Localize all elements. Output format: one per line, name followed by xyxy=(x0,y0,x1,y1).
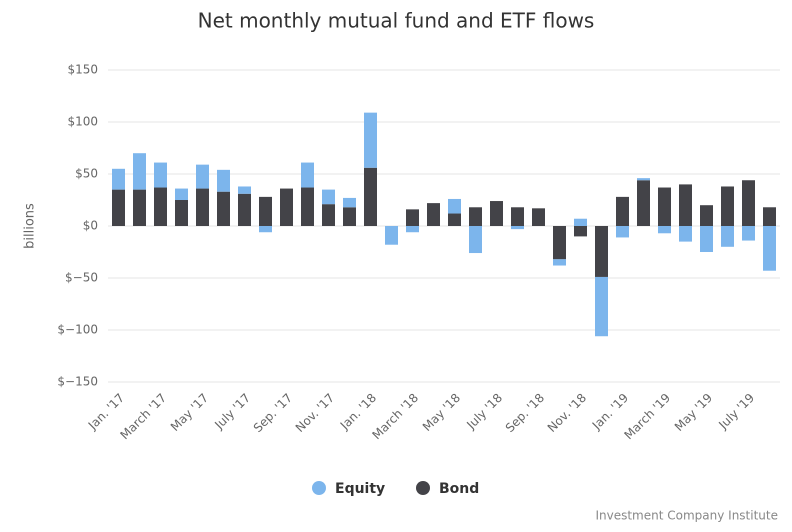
bar xyxy=(301,162,314,188)
bar xyxy=(112,189,125,226)
bar xyxy=(406,226,419,233)
bar xyxy=(238,186,251,194)
bar xyxy=(679,226,692,242)
y-tick-label: $150 xyxy=(67,63,98,77)
bar xyxy=(532,208,545,226)
bar xyxy=(700,205,713,226)
bar xyxy=(490,201,503,226)
x-tick-label: July '18 xyxy=(463,391,505,433)
bar xyxy=(427,203,440,226)
legend-label: Bond xyxy=(439,481,479,497)
x-tick-label: Sep. '17 xyxy=(251,391,295,435)
bar xyxy=(658,226,671,234)
bar xyxy=(658,187,671,226)
bar xyxy=(196,164,209,189)
bar xyxy=(553,259,566,266)
y-tick-label: $−150 xyxy=(57,375,98,389)
bar xyxy=(742,180,755,226)
x-tick-label: July '19 xyxy=(715,391,757,433)
bar xyxy=(133,153,146,190)
bar xyxy=(217,169,230,192)
x-tick-label: May '17 xyxy=(168,391,211,434)
bar xyxy=(574,226,587,237)
x-tick-label: May '19 xyxy=(672,391,715,434)
bar xyxy=(385,226,398,245)
bar xyxy=(238,193,251,226)
x-tick-label: Sep. '18 xyxy=(503,391,547,435)
bar xyxy=(133,189,146,226)
bar xyxy=(763,226,776,271)
bar xyxy=(553,226,566,260)
chart-title: Net monthly mutual fund and ETF flows xyxy=(198,9,595,33)
credit: Investment Company Institute xyxy=(595,509,778,523)
bar xyxy=(721,186,734,226)
bar xyxy=(154,187,167,226)
bar xyxy=(595,226,608,277)
bar xyxy=(364,112,377,168)
bar xyxy=(448,213,461,226)
y-tick-label: $0 xyxy=(83,219,98,233)
bar xyxy=(259,196,272,226)
bar xyxy=(322,189,335,205)
bar xyxy=(637,178,650,181)
x-tick-label: May '18 xyxy=(420,391,463,434)
y-tick-label: $100 xyxy=(67,115,98,129)
bar xyxy=(322,204,335,226)
bar xyxy=(511,207,524,226)
bar xyxy=(742,226,755,241)
x-tick-label: Nov. '17 xyxy=(293,391,337,435)
y-tick-label: $−100 xyxy=(57,323,98,337)
bar xyxy=(406,209,419,226)
bar xyxy=(280,188,293,226)
bar xyxy=(679,184,692,226)
x-tick-label: March '18 xyxy=(369,391,421,443)
x-tick-label: Nov. '18 xyxy=(545,391,589,435)
bar xyxy=(595,276,608,337)
bar xyxy=(511,226,524,230)
bar xyxy=(343,207,356,226)
x-tick-label: Jan. '17 xyxy=(85,391,127,433)
bar xyxy=(616,196,629,226)
bar xyxy=(448,198,461,214)
bar xyxy=(763,207,776,226)
bar xyxy=(175,188,188,200)
legend-swatch xyxy=(416,481,430,495)
bar xyxy=(364,167,377,226)
bar xyxy=(721,226,734,247)
x-tick-label: March '19 xyxy=(621,391,673,443)
bar xyxy=(259,226,272,233)
y-axis-title: billions xyxy=(23,203,38,249)
y-tick-label: $50 xyxy=(75,167,98,181)
bar xyxy=(574,218,587,226)
bar xyxy=(217,191,230,226)
legend-swatch xyxy=(312,481,326,495)
x-tick-label: Jan. '19 xyxy=(589,391,631,433)
bar xyxy=(637,180,650,226)
bar xyxy=(616,226,629,238)
x-tick-label: March '17 xyxy=(117,391,169,443)
bar xyxy=(112,168,125,190)
x-tick-label: July '17 xyxy=(211,391,253,433)
x-tick-label: Jan. '18 xyxy=(337,391,379,433)
bar xyxy=(469,207,482,226)
bar xyxy=(301,187,314,226)
bar xyxy=(700,226,713,252)
y-tick-label: $−50 xyxy=(65,271,98,285)
bar xyxy=(196,188,209,226)
bar xyxy=(343,197,356,208)
bar xyxy=(469,226,482,254)
bar xyxy=(154,162,167,188)
legend-label: Equity xyxy=(335,481,385,497)
bar xyxy=(175,200,188,226)
